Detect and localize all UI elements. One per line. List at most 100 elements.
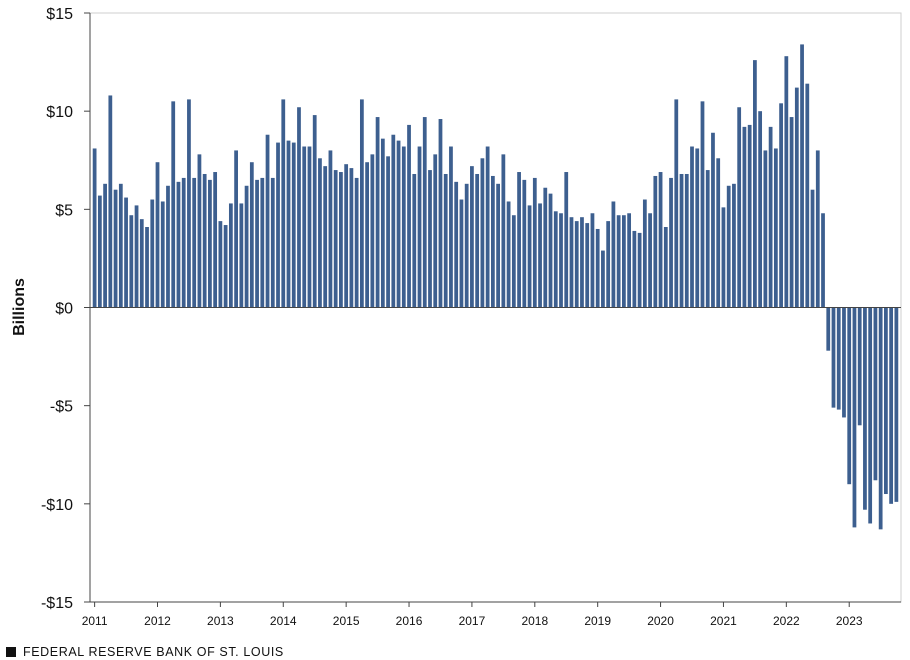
bar xyxy=(742,126,747,308)
bar xyxy=(868,307,873,524)
bar xyxy=(622,215,626,308)
bar xyxy=(197,154,202,308)
bar xyxy=(239,203,244,308)
bar xyxy=(365,162,369,308)
bar xyxy=(821,213,825,308)
bar xyxy=(354,177,359,308)
bar xyxy=(878,307,883,530)
bar xyxy=(407,124,411,308)
bar xyxy=(642,199,647,308)
bar xyxy=(433,154,438,308)
bar xyxy=(532,177,537,308)
x-tick-label: 2014 xyxy=(270,614,297,628)
bar-series xyxy=(92,44,899,530)
bar xyxy=(286,140,291,308)
bar xyxy=(449,146,453,308)
y-tick-label: -$15 xyxy=(41,595,73,612)
bar xyxy=(97,195,102,308)
bar xyxy=(831,307,836,408)
bar xyxy=(522,179,527,308)
bar xyxy=(873,307,878,481)
bar xyxy=(307,146,312,308)
y-tick-label: -$5 xyxy=(50,399,73,416)
x-tick-label: 2011 xyxy=(82,614,108,628)
bar xyxy=(506,201,511,308)
bar xyxy=(375,117,380,308)
bar xyxy=(202,173,207,308)
bar xyxy=(543,187,548,308)
bar xyxy=(485,146,490,308)
bar xyxy=(223,225,228,308)
x-tick-label: 2015 xyxy=(333,614,360,628)
bar xyxy=(150,199,155,308)
bar xyxy=(312,115,317,308)
source-text: FEDERAL RESERVE BANK OF ST. LOUIS xyxy=(23,645,284,659)
bar xyxy=(234,150,238,308)
bar xyxy=(574,221,579,308)
bar xyxy=(155,162,160,308)
bar xyxy=(370,154,375,308)
bar xyxy=(470,166,474,308)
x-tick-label: 2021 xyxy=(710,614,737,628)
bar xyxy=(171,101,176,308)
bar xyxy=(417,146,422,308)
bar xyxy=(721,207,726,308)
bar xyxy=(810,189,815,308)
bar xyxy=(863,307,867,510)
bar xyxy=(663,227,668,308)
bar xyxy=(443,173,448,308)
bar xyxy=(328,150,333,308)
x-tick-label: 2018 xyxy=(521,614,548,628)
bar xyxy=(260,177,265,308)
bar xyxy=(391,134,396,308)
bar xyxy=(108,95,113,308)
bar xyxy=(401,146,406,308)
bar xyxy=(134,205,139,308)
y-tick-label: $5 xyxy=(55,202,73,219)
bar xyxy=(773,148,778,308)
bar xyxy=(637,232,642,308)
bar xyxy=(747,124,752,308)
bar xyxy=(380,138,385,308)
bar xyxy=(270,177,275,308)
bar xyxy=(181,177,186,308)
bar xyxy=(344,164,349,308)
bar xyxy=(826,307,831,351)
bar xyxy=(124,197,128,308)
bar xyxy=(553,211,558,308)
bar xyxy=(601,250,605,308)
bar xyxy=(889,307,894,504)
bar xyxy=(763,150,768,308)
bar xyxy=(139,219,144,308)
bar xyxy=(842,307,846,418)
bar xyxy=(228,203,233,308)
bar xyxy=(758,111,763,308)
bar xyxy=(580,217,584,308)
bar xyxy=(800,44,804,308)
footer-square-icon xyxy=(6,647,16,657)
bar xyxy=(884,307,888,495)
x-tick-label: 2016 xyxy=(396,614,423,628)
bar xyxy=(412,173,417,308)
bar xyxy=(695,148,700,308)
bar xyxy=(428,170,432,308)
bar xyxy=(496,183,500,308)
bar xyxy=(716,158,721,308)
bar xyxy=(517,172,521,308)
bar xyxy=(737,107,742,308)
x-tick-label: 2022 xyxy=(773,614,800,628)
bar xyxy=(103,183,107,308)
bar xyxy=(438,119,443,308)
x-tick-label: 2020 xyxy=(647,614,674,628)
y-tick-label: $0 xyxy=(55,301,73,318)
bar xyxy=(564,172,569,308)
bar xyxy=(700,101,705,308)
bar xyxy=(794,87,799,308)
bar xyxy=(92,148,97,308)
bar xyxy=(297,107,301,308)
bar xyxy=(480,158,485,308)
bar xyxy=(836,307,841,410)
bar xyxy=(611,201,616,308)
bar xyxy=(648,213,652,308)
